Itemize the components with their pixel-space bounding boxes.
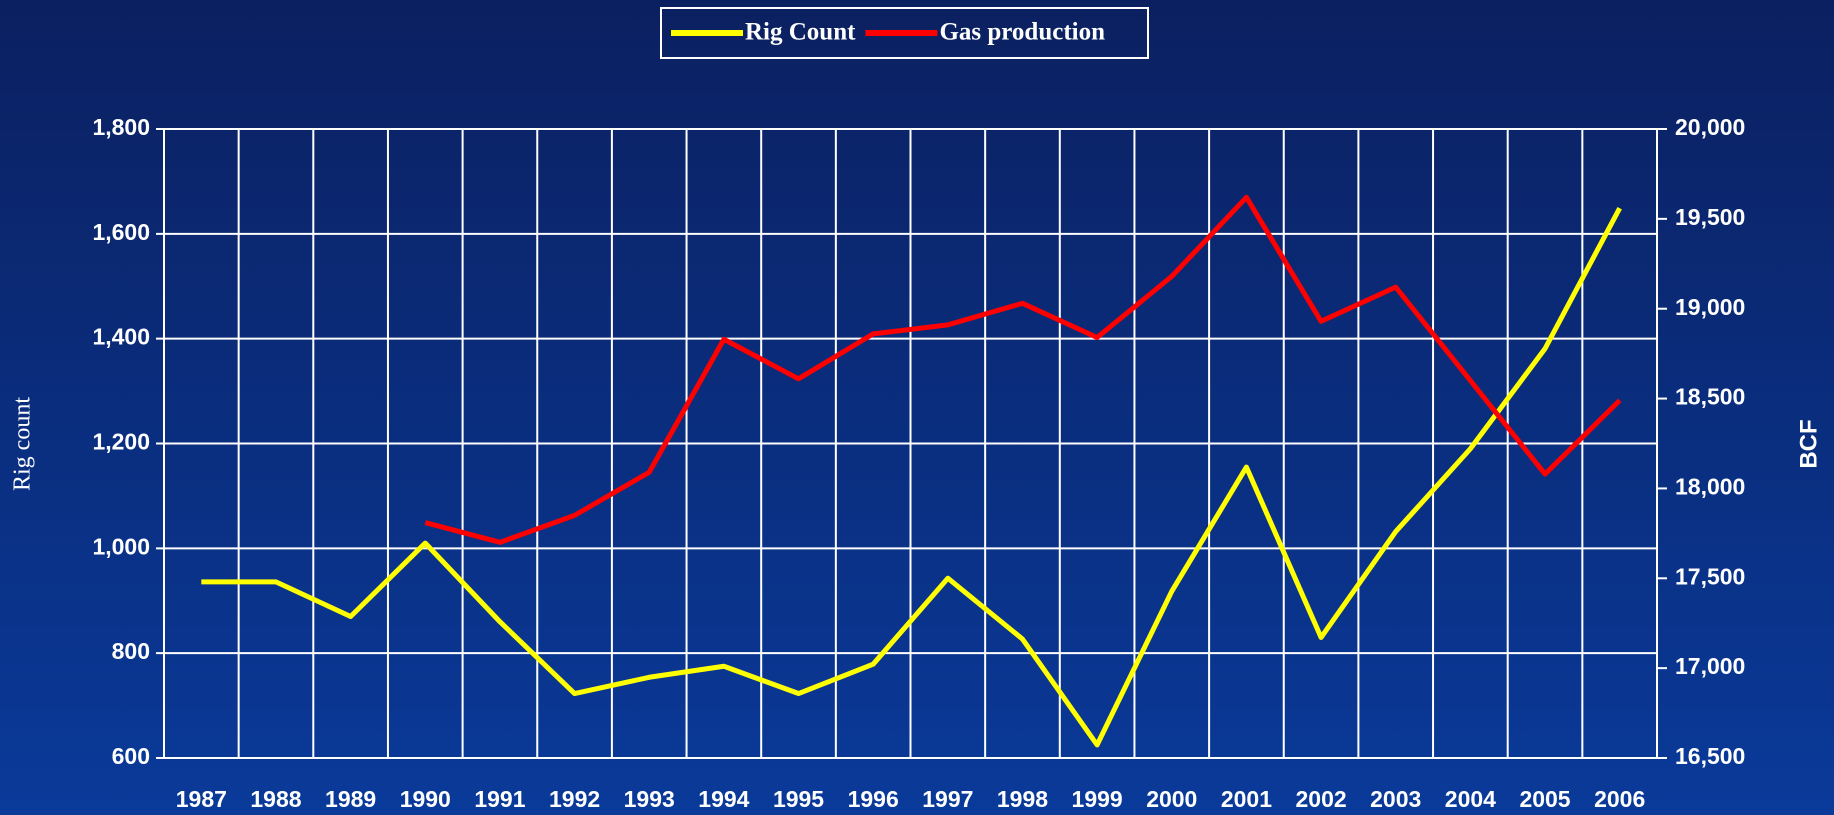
x-tick-label: 1991 xyxy=(474,786,525,812)
x-tick-label: 1994 xyxy=(698,786,749,812)
y-axis-label: Rig count xyxy=(10,397,36,491)
x-tick-label: 1989 xyxy=(325,786,376,812)
x-tick-label: 2005 xyxy=(1519,786,1570,812)
y2-tick-label: 17,500 xyxy=(1675,563,1745,589)
y2-tick-label: 20,000 xyxy=(1675,114,1745,140)
x-tick-label: 2002 xyxy=(1295,786,1346,812)
x-tick-label: 2001 xyxy=(1221,786,1272,812)
x-tick-label: 2003 xyxy=(1370,786,1421,812)
x-tick-label: 2006 xyxy=(1594,786,1645,812)
x-tick-label: 1997 xyxy=(922,786,973,812)
y2-tick-label: 16,500 xyxy=(1675,743,1745,769)
legend-label: Rig Count xyxy=(745,19,856,46)
y2-tick-label: 19,500 xyxy=(1675,204,1745,230)
x-tick-label: 1990 xyxy=(400,786,451,812)
y2-tick-label: 19,000 xyxy=(1675,294,1745,320)
legend-label: Gas production xyxy=(939,19,1105,46)
x-tick-label: 1999 xyxy=(1072,786,1123,812)
x-tick-label: 1988 xyxy=(250,786,301,812)
x-tick-label: 2000 xyxy=(1146,786,1197,812)
x-tick-label: 1992 xyxy=(549,786,600,812)
y2-axis-label: BCF xyxy=(1795,419,1822,468)
y-tick-label: 800 xyxy=(112,638,150,664)
x-tick-label: 2004 xyxy=(1445,786,1496,812)
y-tick-label: 1,800 xyxy=(92,114,150,140)
x-tick-label: 1996 xyxy=(848,786,899,812)
y2-tick-label: 17,000 xyxy=(1675,653,1745,679)
y-tick-label: 1,600 xyxy=(92,219,150,245)
series-line xyxy=(201,206,1622,748)
y2-tick-label: 18,500 xyxy=(1675,384,1745,410)
y-tick-label: 1,200 xyxy=(92,429,150,455)
x-tick-label: 1993 xyxy=(624,786,675,812)
x-tick-label: 1995 xyxy=(773,786,824,812)
x-tick-label: 1998 xyxy=(997,786,1048,812)
legend-box xyxy=(660,7,1149,59)
x-tick-label: 1987 xyxy=(176,786,227,812)
y-tick-label: 1,400 xyxy=(92,324,150,350)
y-tick-label: 600 xyxy=(112,743,150,769)
y-tick-label: 1,000 xyxy=(92,533,150,559)
y2-tick-label: 18,000 xyxy=(1675,474,1745,500)
series-line xyxy=(424,194,1622,545)
